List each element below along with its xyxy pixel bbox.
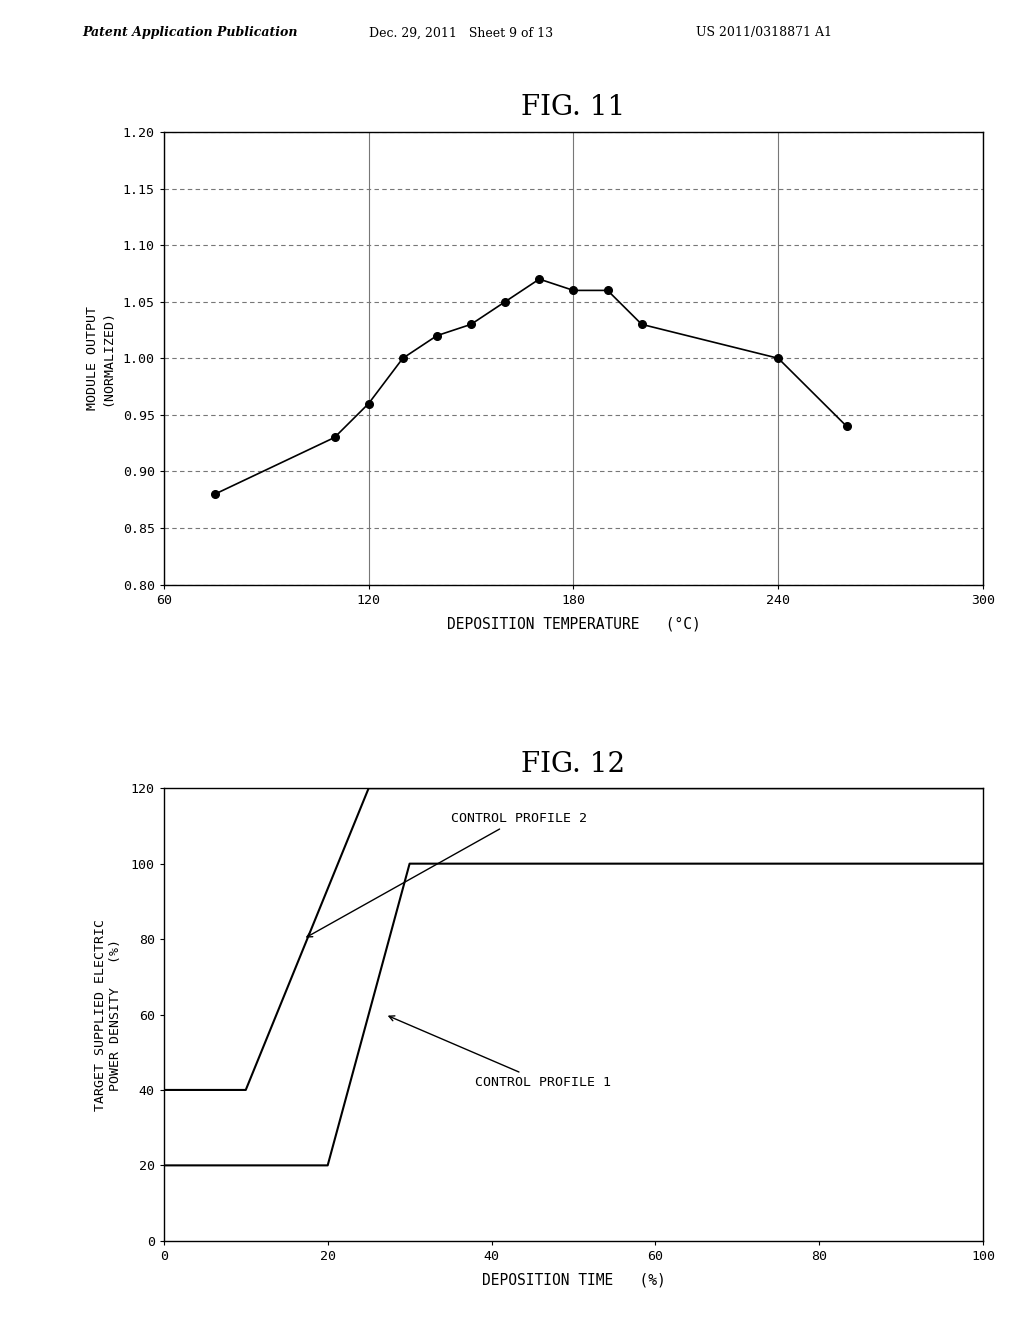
X-axis label: DEPOSITION TEMPERATURE   (°C): DEPOSITION TEMPERATURE (°C): [446, 616, 700, 631]
Text: Patent Application Publication: Patent Application Publication: [82, 26, 297, 40]
Text: US 2011/0318871 A1: US 2011/0318871 A1: [696, 26, 833, 40]
Text: CONTROL PROFILE 2: CONTROL PROFILE 2: [307, 812, 587, 937]
Y-axis label: TARGET SUPPLIED ELECTRIC
POWER DENSITY   (%): TARGET SUPPLIED ELECTRIC POWER DENSITY (…: [94, 919, 123, 1110]
Title: FIG. 11: FIG. 11: [521, 94, 626, 121]
Text: CONTROL PROFILE 1: CONTROL PROFILE 1: [389, 1016, 611, 1089]
Title: FIG. 12: FIG. 12: [521, 751, 626, 777]
Y-axis label: MODULE OUTPUT
(NORMALIZED): MODULE OUTPUT (NORMALIZED): [86, 306, 115, 411]
X-axis label: DEPOSITION TIME   (%): DEPOSITION TIME (%): [481, 1272, 666, 1287]
Text: Dec. 29, 2011   Sheet 9 of 13: Dec. 29, 2011 Sheet 9 of 13: [369, 26, 553, 40]
